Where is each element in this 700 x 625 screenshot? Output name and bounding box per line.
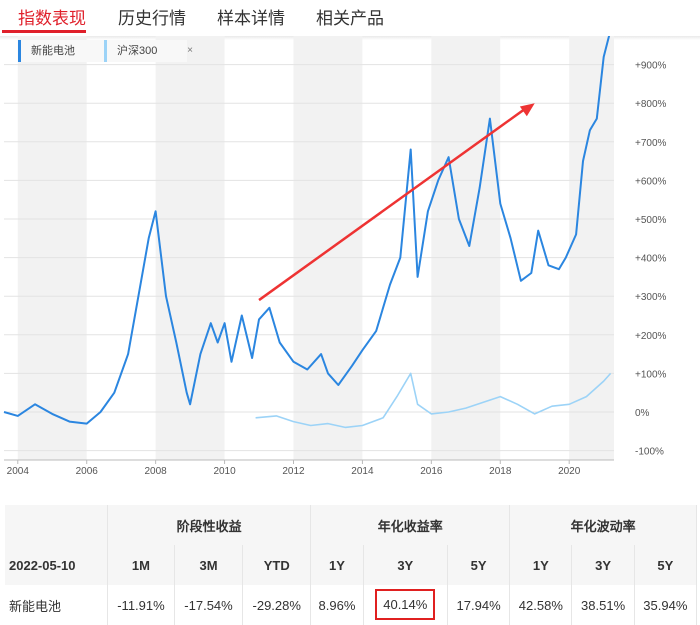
x-tick-label: 2016 [420, 466, 443, 476]
tab-samples[interactable]: 样本详情 [217, 9, 285, 28]
row-name: 新能电池 [5, 585, 108, 625]
y-tick-label: 0% [635, 408, 650, 419]
close-icon[interactable]: × [187, 45, 193, 56]
highlight-box: 40.14% [375, 588, 436, 620]
y-tick-label: +700% [635, 138, 667, 149]
subheader-cell: 5Y [447, 545, 511, 585]
x-tick-label: 2010 [213, 466, 236, 476]
annotation-arrow-head [519, 103, 535, 117]
series-line-hs300 [255, 372, 612, 429]
subheader-cell: 1Y [509, 545, 573, 585]
annotation-arrow-line [258, 105, 530, 302]
x-tick-label: 2014 [351, 466, 374, 476]
chart-band [569, 36, 614, 460]
active-tab-indicator [2, 30, 86, 33]
subheader-cell: 3M [174, 545, 244, 585]
x-tick-label: 2006 [76, 466, 99, 476]
subheader-cell: 3Y [571, 545, 635, 585]
table-header-row: 阶段性收益 年化收益率 年化波动率 [5, 505, 697, 545]
value-cell: -11.91% [107, 585, 175, 625]
subheader-cell: YTD [242, 545, 312, 585]
index-chart: +900% +800% +700% +600% +500% +400% +300% +200%… [3, 36, 667, 476]
tab-index-performance[interactable]: 指数表现 [18, 9, 86, 28]
x-tick-label: 2020 [558, 466, 581, 476]
y-tick-label: +100% [635, 369, 667, 380]
x-tick-label: 2018 [489, 466, 512, 476]
subheader-cell: 5Y [634, 545, 698, 585]
y-tick-label: +600% [635, 176, 667, 187]
x-tick-label: 2012 [282, 466, 305, 476]
x-tick-label: 2008 [145, 466, 168, 476]
series-line-new-energy-battery [3, 36, 611, 425]
header-annual-volatility: 年化波动率 [509, 505, 697, 545]
chart-band [431, 36, 501, 460]
subheader-cell: 1Y [310, 545, 364, 585]
subheader-cell: 3Y [363, 545, 448, 585]
performance-table: 阶段性收益 年化收益率 年化波动率 2022-05-10 1M 3M YTD 1… [5, 505, 698, 625]
x-tick-label: 2004 [7, 466, 30, 476]
subheader-cell: 1M [107, 545, 175, 585]
value-cell: 35.94% [634, 585, 698, 625]
value-cell: -29.28% [242, 585, 312, 625]
legend-item-hs300[interactable]: 沪深300 × [104, 40, 193, 62]
y-tick-label: +900% [635, 61, 667, 72]
y-tick-label: +300% [635, 292, 667, 303]
header-period-return: 阶段性收益 [107, 505, 312, 545]
legend-label: 沪深300 [117, 45, 158, 57]
chart-band [155, 36, 225, 460]
header-annual-return: 年化收益率 [310, 505, 511, 545]
value-cell: 17.94% [447, 585, 511, 625]
value-cell: -17.54% [174, 585, 244, 625]
tab-related-products[interactable]: 相关产品 [316, 9, 384, 28]
table-date: 2022-05-10 [5, 545, 108, 585]
y-tick-label: -100% [635, 447, 664, 458]
table-corner [5, 505, 108, 545]
table-row: 新能电池 -11.91% -17.54% -29.28% 8.96% 40.14… [5, 585, 698, 625]
legend-label: 新能电池 [31, 45, 75, 57]
legend-item-new-energy-battery[interactable]: 新能电池 [18, 40, 108, 62]
y-tick-label: +200% [635, 331, 667, 342]
chart-band [293, 36, 363, 460]
tab-bar: 指数表现 历史行情 样本详情 相关产品 [0, 0, 700, 36]
y-tick-label: +500% [635, 215, 667, 226]
chart-band [17, 36, 87, 460]
value-cell: 42.58% [509, 585, 573, 625]
y-tick-label: +800% [635, 99, 667, 110]
y-tick-label: +400% [635, 254, 667, 265]
value-cell: 38.51% [571, 585, 635, 625]
value-cell: 8.96% [310, 585, 364, 625]
value-cell-highlighted: 40.14% [363, 585, 448, 625]
tab-history[interactable]: 历史行情 [118, 9, 186, 28]
table-subheader-row: 2022-05-10 1M 3M YTD 1Y 3Y 5Y 1Y 3Y 5Y [5, 545, 698, 585]
